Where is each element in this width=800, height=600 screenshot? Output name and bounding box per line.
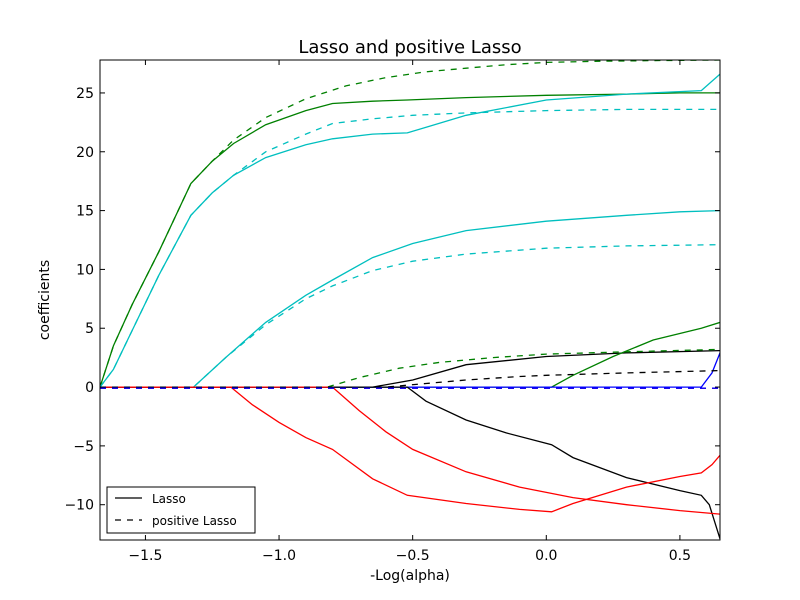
tick-layer: −1.5 −1.0 −0.5 0.0 0.5 −10 −5 0 5 10 15 20 25	[64, 60, 720, 564]
y-tick-label: 20	[76, 145, 94, 161]
legend-box	[106, 486, 256, 534]
chart-title: Lasso and positive Lasso	[298, 37, 521, 58]
series-line-lasso-red-1	[100, 386, 720, 513]
y-axis-label: coefficients	[37, 260, 53, 340]
x-tick-label: −1.5	[128, 548, 162, 564]
series-layer	[100, 60, 720, 539]
y-tick-label: −5	[73, 439, 94, 455]
x-tick-label: −1.0	[262, 548, 296, 564]
y-tick-label: 5	[85, 321, 94, 337]
legend-label-lasso: Lasso	[152, 492, 186, 506]
series-line-lasso-cyan-1	[100, 73, 720, 388]
x-axis-label: -Log(alpha)	[370, 568, 450, 584]
plot-frame	[99, 59, 721, 541]
y-tick-label: 0	[85, 380, 94, 396]
y-tick-label: 15	[76, 204, 94, 220]
y-tick-label: 25	[76, 86, 94, 102]
series-line-lasso-black-2	[100, 386, 720, 539]
x-tick-label: −0.5	[396, 548, 430, 564]
series-line-positive-lasso-cyan-1	[100, 108, 720, 388]
series-line-lasso-red-2	[100, 386, 720, 515]
x-tick-label: 0.5	[669, 548, 691, 564]
y-tick-label: −10	[64, 498, 94, 514]
y-tick-label: 10	[76, 262, 94, 278]
x-tick-label: 0.0	[535, 548, 557, 564]
series-line-lasso-green-1	[100, 92, 720, 388]
legend: Lasso positive Lasso	[106, 486, 256, 534]
legend-label-positive-lasso: positive Lasso	[152, 514, 237, 528]
plot-area	[100, 60, 720, 540]
series-line-positive-lasso-green-1	[100, 60, 720, 388]
series-line-positive-lasso-black	[100, 369, 720, 388]
